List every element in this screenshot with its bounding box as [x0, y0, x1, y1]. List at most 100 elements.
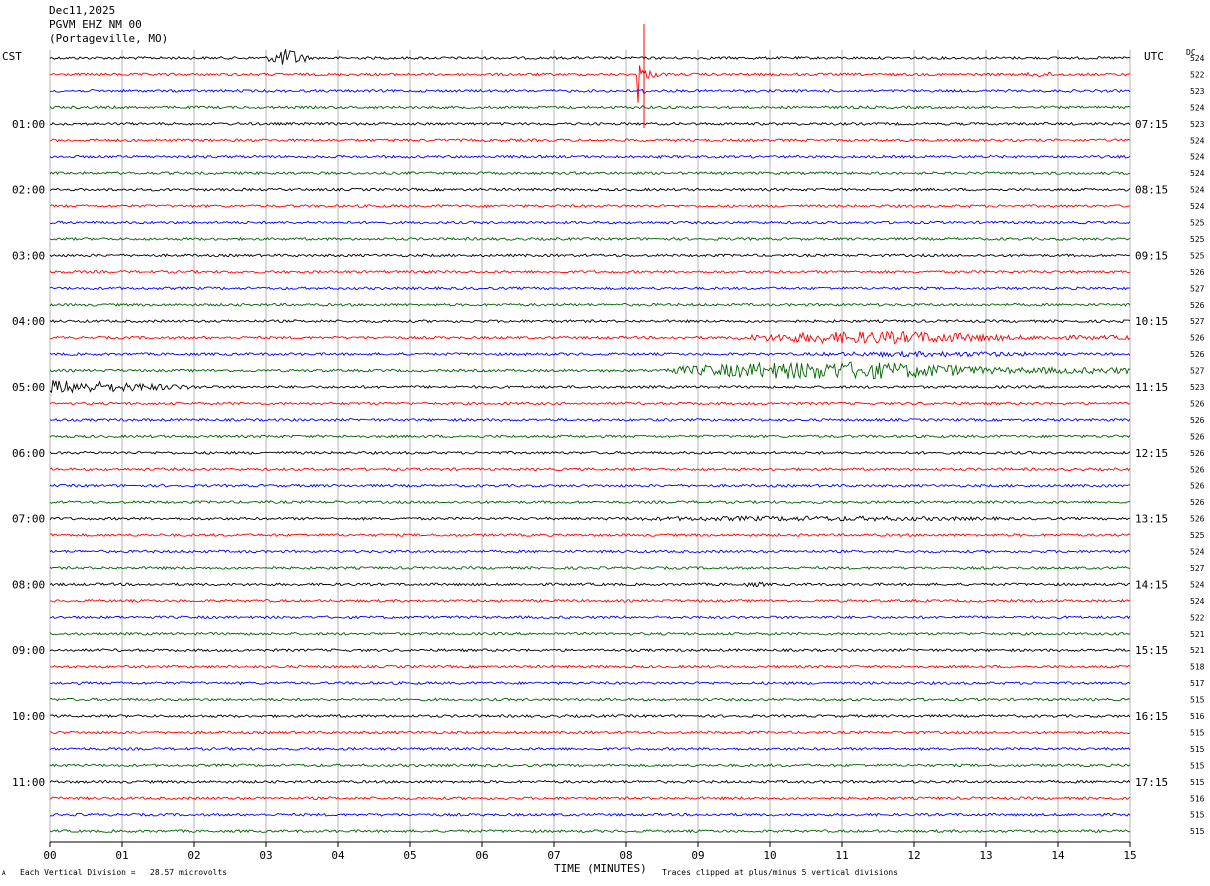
x-tick-label: 14 [1051, 849, 1065, 862]
header-date: Dec11,2025 [49, 4, 116, 17]
right-hour-label: 15:15 [1135, 644, 1168, 657]
dc-offset-label: 524 [1190, 580, 1205, 589]
trace-39 [49, 681, 1131, 686]
trace-44 [49, 763, 1131, 768]
dc-offset-label: 524 [1190, 202, 1205, 211]
trace-12 [49, 236, 1131, 242]
trace-29 [49, 515, 1131, 522]
x-tick-label: 00 [43, 849, 56, 862]
x-tick-label: 04 [331, 849, 345, 862]
dc-offset-label: 515 [1190, 778, 1205, 787]
trace-40 [49, 697, 1131, 702]
trace-2 [49, 65, 1131, 103]
dc-offset-label: 515 [1190, 761, 1205, 770]
right-hour-label: 14:15 [1135, 578, 1168, 591]
header-station: PGVM EHZ NM 00 [49, 18, 142, 31]
dc-offset-label: 515 [1190, 728, 1205, 737]
x-tick-label: 03 [259, 849, 272, 862]
dc-offset-label: 524 [1190, 153, 1205, 162]
dc-offset-label: 515 [1190, 696, 1205, 705]
dc-offset-label: 526 [1190, 465, 1205, 474]
dc-offset-label: 526 [1190, 399, 1205, 408]
trace-37 [49, 648, 1131, 653]
trace-1 [49, 49, 1131, 65]
right-hour-label: 09:15 [1135, 249, 1168, 262]
trace-27 [49, 483, 1131, 488]
dc-offset-label: 515 [1190, 827, 1205, 836]
left-hour-label: 06:00 [12, 447, 45, 460]
left-hour-label: 04:00 [12, 315, 45, 328]
right-timezone-label: UTC [1144, 50, 1164, 63]
dc-offset-label: 526 [1190, 268, 1205, 277]
dc-offset-label: 522 [1190, 70, 1205, 79]
dc-offset-label: 522 [1190, 613, 1205, 622]
trace-25 [49, 450, 1131, 455]
left-timezone-label: CST [2, 50, 22, 63]
x-tick-label: 12 [907, 849, 920, 862]
trace-36 [49, 631, 1131, 636]
dc-offset-label: 515 [1190, 811, 1205, 820]
dc-offset-label: 525 [1190, 219, 1205, 228]
trace-46 [49, 796, 1131, 801]
left-hour-label: 02:00 [12, 184, 45, 197]
dc-offset-label: 526 [1190, 416, 1205, 425]
dc-offset-label: 516 [1190, 712, 1205, 721]
left-hour-label: 03:00 [12, 249, 45, 262]
trace-11 [49, 220, 1131, 225]
left-hour-label: 09:00 [12, 644, 45, 657]
trace-20 [49, 361, 1131, 380]
dc-offset-label: 525 [1190, 251, 1205, 260]
trace-18 [49, 330, 1131, 345]
dc-offset-label: 523 [1190, 120, 1205, 129]
dc-offset-label: 527 [1190, 367, 1205, 376]
dc-offset-label: 524 [1190, 136, 1205, 145]
corner-mark: A [2, 870, 6, 877]
trace-23 [49, 417, 1131, 423]
dc-offset-label: 516 [1190, 794, 1205, 803]
trace-15 [49, 286, 1131, 291]
trace-45 [49, 779, 1131, 784]
dc-offset-label: 524 [1190, 548, 1205, 557]
dc-offset-label: 524 [1190, 103, 1205, 112]
trace-38 [50, 664, 1131, 669]
dc-offset-label: 523 [1190, 383, 1205, 392]
right-hour-label: 16:15 [1135, 710, 1168, 723]
dc-offset-label: 526 [1190, 515, 1205, 524]
trace-21 [49, 380, 1131, 394]
dc-offset-label: 524 [1190, 186, 1205, 195]
x-tick-label: 15 [1123, 849, 1136, 862]
trace-7 [49, 154, 1131, 159]
x-tick-label: 10 [763, 849, 776, 862]
trace-31 [49, 549, 1131, 554]
dc-offset-label: 521 [1190, 630, 1205, 639]
trace-17 [49, 319, 1131, 324]
dc-offset-label: 518 [1190, 663, 1205, 672]
dc-offset-label: 524 [1190, 54, 1205, 63]
left-hour-label: 05:00 [12, 381, 45, 394]
trace-33 [49, 581, 1130, 588]
trace-19 [49, 350, 1131, 358]
right-hour-label: 17:15 [1135, 776, 1168, 789]
dc-offset-label: 515 [1190, 745, 1205, 754]
trace-26 [49, 467, 1131, 472]
trace-41 [49, 713, 1131, 719]
scale-note: Each Vertical Division = 28.57 microvolt… [20, 868, 228, 877]
trace-42 [49, 730, 1131, 735]
dc-offset-label: 527 [1190, 284, 1205, 293]
trace-5 [49, 121, 1131, 126]
x-tick-label: 09 [691, 849, 704, 862]
trace-35 [49, 615, 1131, 620]
trace-9 [49, 187, 1131, 192]
x-tick-label: 06 [475, 849, 488, 862]
left-hour-label: 01:00 [12, 118, 45, 131]
dc-offset-label: 526 [1190, 482, 1205, 491]
clip-note: Traces clipped at plus/minus 5 vertical … [662, 868, 899, 877]
dc-offset-label: 517 [1190, 679, 1205, 688]
right-hour-label: 07:15 [1135, 118, 1168, 131]
trace-47 [49, 812, 1131, 817]
trace-30 [49, 533, 1131, 538]
right-hour-label: 08:15 [1135, 184, 1168, 197]
dc-column-label: DC [1186, 48, 1196, 57]
x-tick-label: 13 [979, 849, 992, 862]
dc-offset-label: 524 [1190, 597, 1205, 606]
